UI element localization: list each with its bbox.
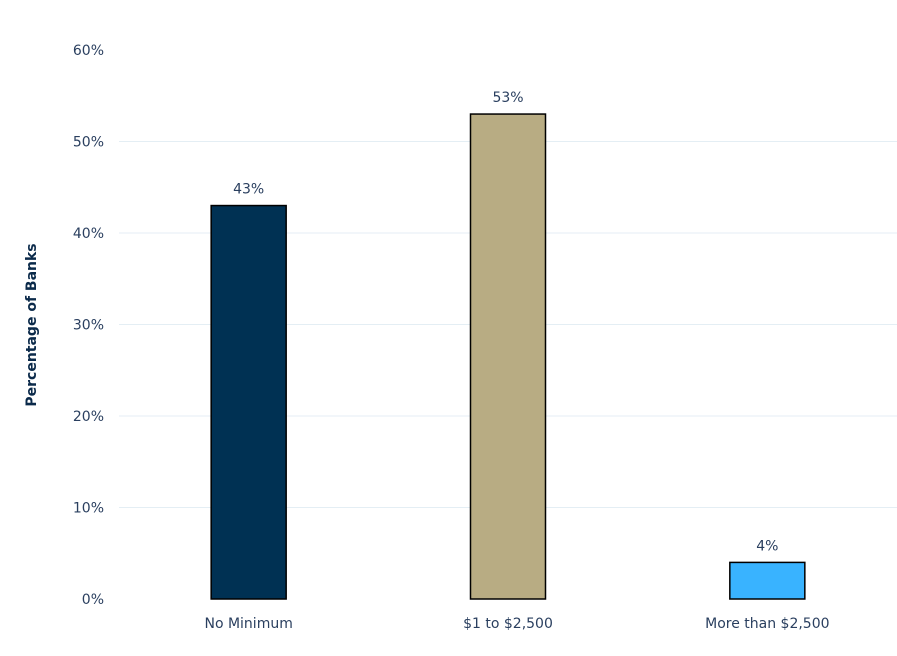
bar[interactable]	[729, 561, 806, 600]
y-tick-label: 40%	[73, 226, 104, 242]
y-axis-title: Percentage of Banks	[24, 243, 40, 406]
y-tick-label: 50%	[73, 135, 104, 151]
x-tick-label: $1 to $2,500	[463, 616, 553, 632]
y-tick-label: 10%	[73, 501, 104, 517]
y-tick-label: 60%	[73, 43, 104, 59]
x-axis-ticks: No Minimum $1 to $2,500 More than $2,500	[204, 616, 829, 632]
x-tick-label: No Minimum	[204, 616, 292, 632]
data-labels: 43% 53% 4%	[233, 90, 778, 554]
bar-value-label: 53%	[492, 90, 523, 106]
bars	[210, 113, 806, 600]
bar-value-label: 4%	[756, 538, 778, 554]
y-tick-label: 30%	[73, 318, 104, 334]
bar-value-label: 43%	[233, 182, 264, 198]
x-tick-label: More than $2,500	[705, 616, 829, 632]
y-axis-ticks: 0% 10% 20% 30% 40% 50% 60%	[73, 43, 104, 608]
bar[interactable]	[210, 204, 287, 600]
bar[interactable]	[469, 113, 547, 600]
y-tick-label: 0%	[82, 592, 104, 608]
y-tick-label: 20%	[73, 409, 104, 425]
